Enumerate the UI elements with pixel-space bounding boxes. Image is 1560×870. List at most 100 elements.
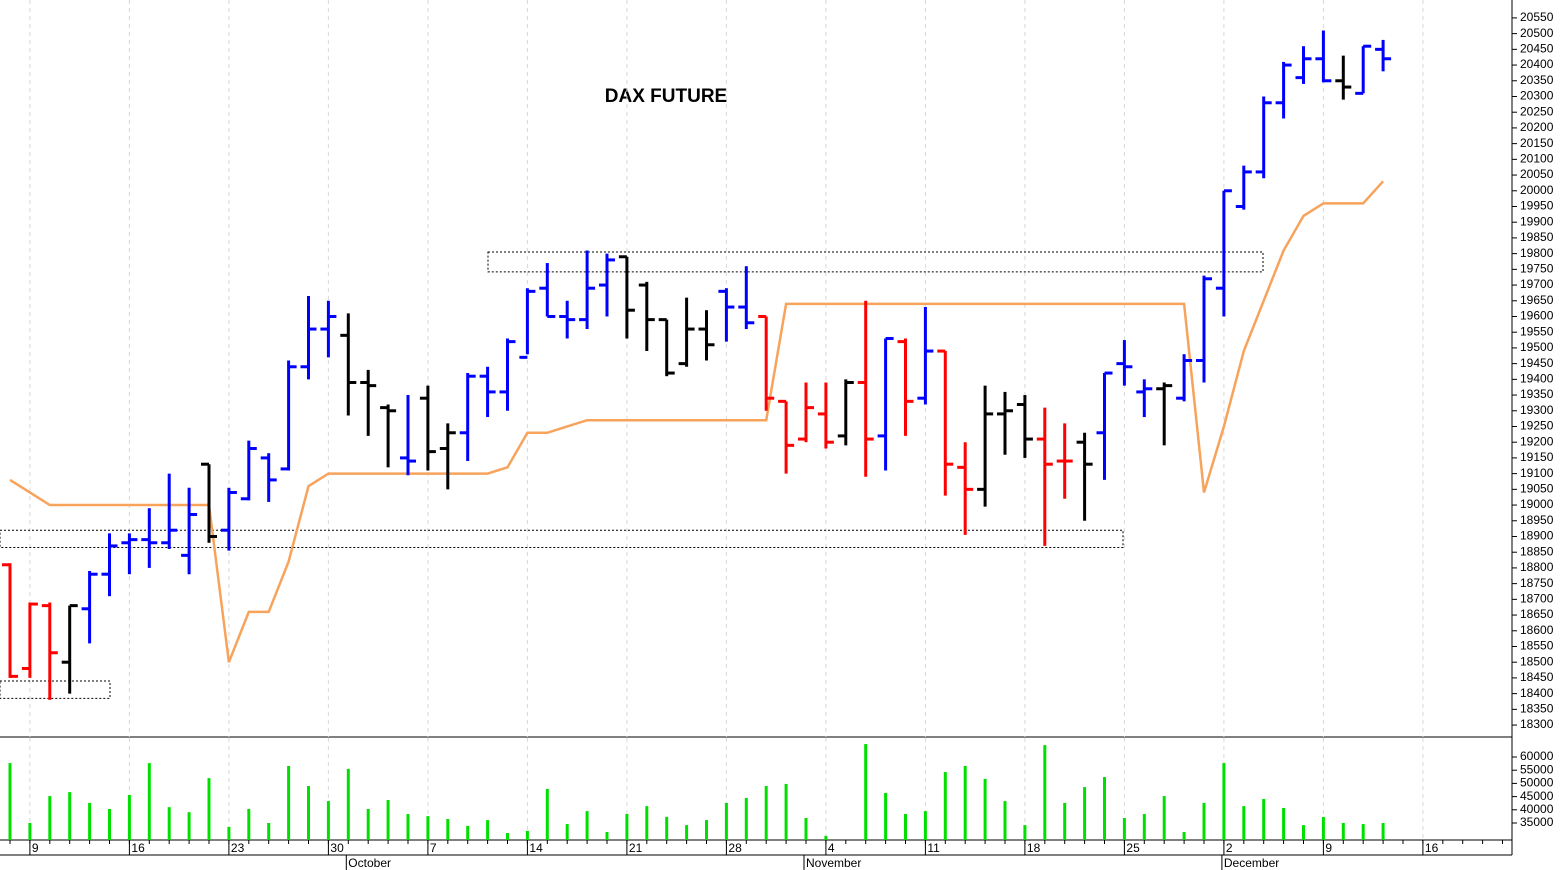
y-tick-label: 18500 <box>1520 654 1554 668</box>
x-tick-label: 25 <box>1126 841 1140 855</box>
volume-bar <box>1302 825 1305 840</box>
x-tick-label: 18 <box>1027 841 1041 855</box>
y-tick-label: 18300 <box>1520 717 1554 731</box>
volume-bar <box>983 778 987 840</box>
volume-bar <box>824 835 828 840</box>
y-tick-label: 20300 <box>1520 89 1554 103</box>
volume-bar <box>1262 798 1266 840</box>
y-tick-label: 20150 <box>1520 136 1554 150</box>
volume-bar <box>446 819 450 840</box>
y-tick-label: 20250 <box>1520 104 1554 118</box>
chart-title: DAX FUTURE <box>605 86 727 107</box>
x-tick-label: 30 <box>330 841 344 855</box>
y-tick-label: 19350 <box>1520 387 1554 401</box>
volume-bar <box>585 811 589 840</box>
y-tick-label: 20400 <box>1520 57 1554 71</box>
volume-y-tick-label: 55000 <box>1520 762 1554 776</box>
y-tick-label: 20550 <box>1520 10 1554 24</box>
volume-bar <box>923 811 927 840</box>
month-label: October <box>348 856 391 870</box>
volume-bar <box>68 792 72 840</box>
y-tick-label: 18850 <box>1520 544 1554 558</box>
volume-bar <box>466 825 470 840</box>
volume-bar <box>724 802 728 840</box>
y-tick-label: 20450 <box>1520 42 1554 56</box>
y-tick-label: 18900 <box>1520 529 1554 543</box>
x-tick-label: 7 <box>430 841 437 855</box>
volume-bar <box>525 830 529 840</box>
volume-bar <box>605 831 609 840</box>
volume-bar <box>187 812 191 840</box>
y-tick-label: 19950 <box>1520 199 1554 213</box>
month-label: November <box>806 856 861 870</box>
y-tick-label: 19500 <box>1520 340 1554 354</box>
y-tick-label: 18650 <box>1520 607 1554 621</box>
y-tick-label: 19050 <box>1520 482 1554 496</box>
y-tick-label: 18750 <box>1520 576 1554 590</box>
volume-bar <box>1003 801 1007 840</box>
y-tick-label: 19150 <box>1520 450 1554 464</box>
x-tick-label: 4 <box>828 841 835 855</box>
y-tick-label: 20100 <box>1520 152 1554 166</box>
volume-bar <box>8 763 12 840</box>
volume-bar <box>48 796 52 840</box>
x-tick-label: 2 <box>1226 841 1233 855</box>
volume-bar <box>1043 745 1047 840</box>
y-tick-label: 18700 <box>1520 592 1554 606</box>
volume-bar <box>366 809 370 840</box>
volume-bar <box>685 825 689 840</box>
y-tick-label: 19750 <box>1520 262 1554 276</box>
support-zone <box>487 251 1264 273</box>
volume-bar <box>386 800 390 840</box>
volume-bar <box>1083 787 1087 840</box>
volume-bar <box>1361 824 1365 840</box>
y-tick-label: 19100 <box>1520 466 1554 480</box>
y-tick-label: 18550 <box>1520 639 1554 653</box>
volume-bar <box>804 817 808 840</box>
y-tick-label: 20350 <box>1520 73 1554 87</box>
volume-bar <box>406 814 410 840</box>
volume-bar <box>88 802 92 840</box>
volume-bar <box>1321 816 1325 840</box>
volume-bar <box>287 765 291 840</box>
volume-bar <box>864 744 868 840</box>
volume-bar <box>625 814 629 840</box>
y-tick-label: 20500 <box>1520 26 1554 40</box>
volume-bar <box>1023 825 1027 840</box>
x-tick-label: 28 <box>728 841 742 855</box>
volume-bar <box>147 763 151 840</box>
y-tick-label: 18600 <box>1520 623 1554 637</box>
volume-bar <box>1222 763 1226 840</box>
x-tick-label: 16 <box>1425 841 1439 855</box>
y-tick-label: 20050 <box>1520 167 1554 181</box>
y-tick-label: 19000 <box>1520 497 1554 511</box>
volume-bar <box>307 786 310 840</box>
x-tick-label: 14 <box>529 841 543 855</box>
volume-bar <box>1063 802 1067 840</box>
y-tick-label: 19450 <box>1520 356 1554 370</box>
y-tick-label: 20000 <box>1520 183 1554 197</box>
y-tick-label: 19900 <box>1520 214 1554 228</box>
y-tick-label: 18450 <box>1520 670 1554 684</box>
y-tick-label: 19850 <box>1520 230 1554 244</box>
volume-bar <box>705 820 708 840</box>
y-tick-label: 19400 <box>1520 372 1554 386</box>
volume-bar <box>346 768 350 840</box>
volume-y-tick-label: 35000 <box>1520 815 1554 829</box>
volume-bar <box>1182 831 1186 840</box>
volume-y-tick-label: 50000 <box>1520 776 1554 790</box>
volume-y-tick-label: 60000 <box>1520 749 1554 763</box>
month-label: December <box>1224 856 1279 870</box>
volume-bar <box>545 788 549 840</box>
y-tick-label: 18350 <box>1520 702 1554 716</box>
volume-bar <box>764 786 768 840</box>
volume-y-tick-label: 40000 <box>1520 802 1554 816</box>
y-tick-label: 19700 <box>1520 277 1554 291</box>
y-tick-label: 19300 <box>1520 403 1554 417</box>
volume-bar <box>1282 807 1286 840</box>
volume-bar <box>426 816 430 840</box>
x-tick-label: 16 <box>131 841 145 855</box>
volume-bar <box>326 801 330 840</box>
volume-bar <box>565 824 569 840</box>
volume-bar <box>744 797 748 840</box>
